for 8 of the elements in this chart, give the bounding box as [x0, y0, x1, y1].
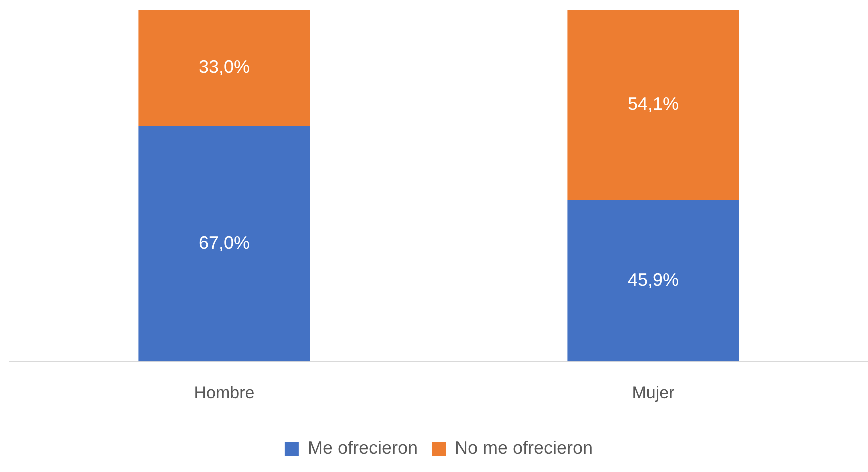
- data-label: 45,9%: [628, 270, 680, 290]
- data-label: 54,1%: [628, 94, 680, 114]
- x-tick-label: Hombre: [194, 383, 255, 402]
- legend-label: Me ofrecieron: [308, 438, 418, 458]
- data-label: 33,0%: [198, 56, 250, 77]
- legend-label: No me ofrecieron: [454, 438, 594, 458]
- data-label: 67,0%: [198, 232, 250, 253]
- x-tick-label: Mujer: [632, 383, 676, 402]
